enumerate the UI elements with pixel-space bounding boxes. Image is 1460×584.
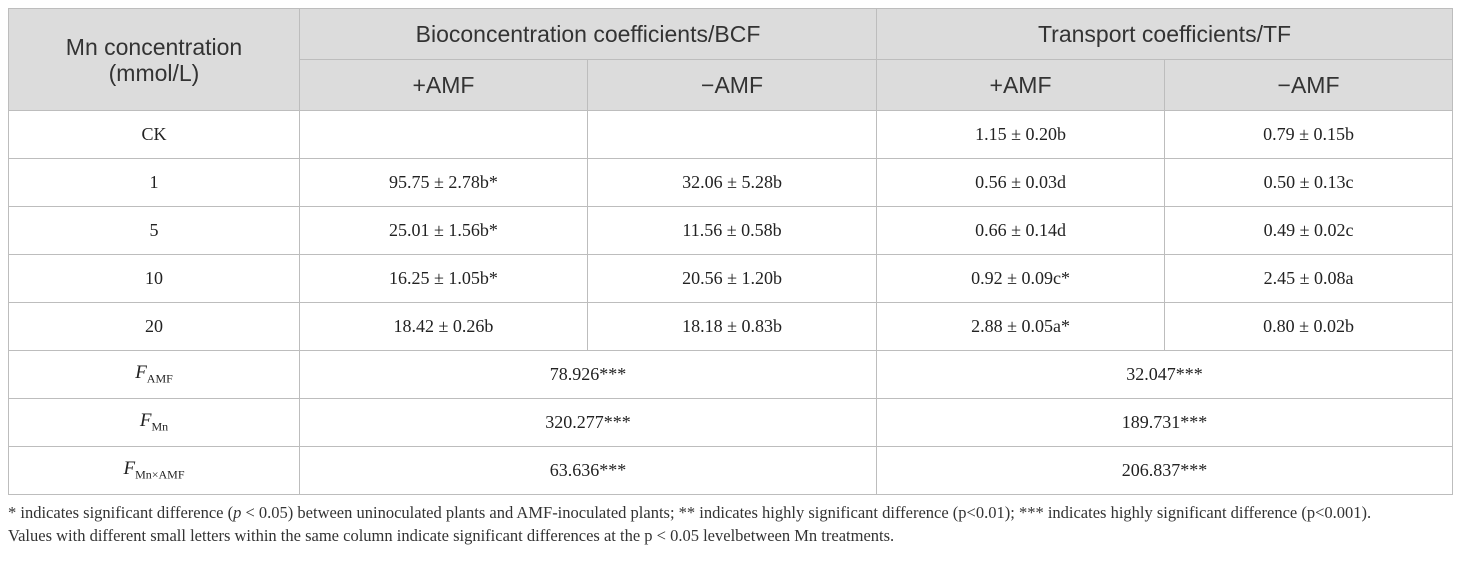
data-row: CK 1.15 ± 0.20b 0.79 ± 0.15b [8, 110, 1454, 159]
header-row: Mn concentration (mmol/L) Bioconcentratio… [8, 8, 1454, 111]
f-symbol: F [135, 362, 147, 384]
f-symbol: F [139, 410, 152, 432]
table-header: Mn concentration (mmol/L) Bioconcentratio… [8, 8, 1454, 111]
row-label: 10 [8, 254, 300, 303]
data-row: 10 16.25 ± 1.05b* 20.56 ± 1.20b 0.92 ± 0.09… [8, 254, 1454, 303]
group-header: Transport coefficients/TF [876, 8, 1454, 60]
f-value: 189.731*** [876, 398, 1454, 447]
cell: 0.50 ± 0.13c [1164, 158, 1454, 207]
footnote-text: p [233, 503, 242, 522]
cell: 2.45 ± 0.08a [1164, 254, 1454, 303]
cell: 0.92 ± 0.09c* [876, 254, 1166, 303]
f-symbol: F [123, 458, 136, 480]
f-value: 320.277*** [298, 398, 878, 447]
column-header: +AMF [299, 59, 588, 111]
empty-cell [299, 110, 588, 159]
cell: 18.42 ± 0.26b [299, 302, 588, 351]
f-row: FMn 320.277*** 189.731*** [8, 398, 1454, 447]
corner-header: Mn concentration (mmol/L) [8, 8, 300, 111]
cell: 0.66 ± 0.14d [876, 206, 1166, 255]
data-row: 1 95.75 ± 2.78b* 32.06 ± 5.28b 0.56 ± 0.03d… [8, 158, 1454, 207]
cell: 1.15 ± 0.20b [876, 110, 1166, 159]
cell: 95.75 ± 2.78b* [299, 158, 588, 207]
footnote-text: Values with different small letters with… [8, 526, 895, 545]
cell: 0.79 ± 0.15b [1164, 110, 1454, 159]
table-body: CK 1.15 ± 0.20b 0.79 ± 0.15b 1 95.75 ± 2.78b… [8, 110, 1454, 495]
cell: 0.56 ± 0.03d [876, 158, 1166, 207]
cell: 18.18 ± 0.83b [586, 302, 878, 351]
cell: 16.25 ± 1.05b* [299, 254, 588, 303]
f-subscript: Mn×AMF [135, 467, 185, 482]
f-label: FMn [8, 398, 300, 447]
data-row: 20 18.42 ± 0.26b 18.18 ± 0.83b 2.88 ± 0.05a… [8, 302, 1454, 351]
f-label: FMn×AMF [8, 446, 300, 495]
data-row: 5 25.01 ± 1.56b* 11.56 ± 0.58b 0.66 ± 0.14d… [8, 206, 1454, 255]
column-header: −AMF [1164, 59, 1454, 111]
cell: 2.88 ± 0.05a* [876, 302, 1166, 351]
column-header: −AMF [586, 59, 878, 111]
f-subscript: Mn [151, 419, 169, 434]
f-row: FMn×AMF 63.636*** 206.837*** [8, 446, 1454, 495]
data-table: Mn concentration (mmol/L) Bioconcentratio… [8, 8, 1454, 495]
row-label: CK [8, 110, 300, 159]
footnote: * indicates significant difference (p < … [8, 503, 1458, 523]
footnote-text: * indicates significant difference ( [8, 503, 234, 522]
cell: 0.49 ± 0.02c [1164, 206, 1454, 255]
cell: 25.01 ± 1.56b* [299, 206, 588, 255]
f-value: 78.926*** [298, 350, 878, 399]
row-label: 5 [8, 206, 300, 255]
empty-cell [586, 110, 878, 159]
cell: 11.56 ± 0.58b [586, 206, 878, 255]
row-label: 1 [8, 158, 300, 207]
f-row: FAMF 78.926*** 32.047*** [8, 350, 1454, 399]
group-header: Bioconcentration coefficients/BCF [298, 8, 878, 60]
header-row: +AMF −AMF +AMF −AMF [9, 59, 1454, 111]
table-container: Mn concentration (mmol/L) Bioconcentratio… [8, 8, 1454, 549]
f-value: 32.047*** [876, 350, 1454, 399]
f-subscript: AMF [146, 371, 173, 386]
cell: 0.80 ± 0.02b [1164, 302, 1454, 351]
f-label: FAMF [8, 350, 300, 399]
cell: 32.06 ± 5.28b [586, 158, 878, 207]
f-value: 206.837*** [876, 446, 1454, 495]
footnote: Values with different small letters with… [8, 526, 1458, 546]
footnotes: * indicates significant difference (p < … [8, 503, 1458, 546]
f-value: 63.636*** [298, 446, 878, 495]
column-header: +AMF [876, 59, 1166, 111]
cell: 20.56 ± 1.20b [586, 254, 878, 303]
row-label: 20 [8, 302, 300, 351]
footnote-text: < 0.05) between uninoculated plants and … [241, 503, 1372, 522]
